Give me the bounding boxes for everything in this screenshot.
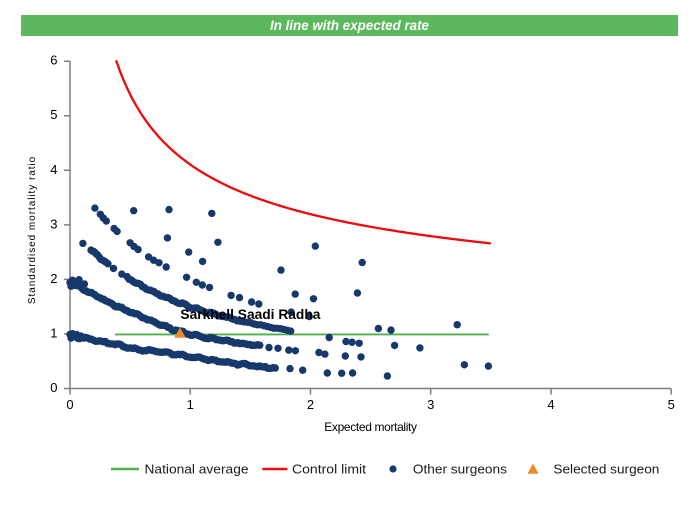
svg-text:Expected mortality: Expected mortality	[324, 420, 417, 434]
svg-text:3: 3	[427, 397, 434, 412]
svg-text:National average: National average	[145, 462, 249, 477]
svg-text:6: 6	[50, 53, 57, 68]
svg-text:1: 1	[187, 397, 194, 412]
svg-text:Sarkhell Saadi Radha: Sarkhell Saadi Radha	[180, 306, 320, 322]
svg-text:Control limit: Control limit	[292, 462, 366, 477]
svg-text:0: 0	[50, 380, 57, 395]
svg-text:2: 2	[307, 397, 314, 412]
svg-text:5: 5	[668, 397, 675, 412]
svg-text:1: 1	[50, 325, 57, 340]
svg-text:Standardised mortality ratio: Standardised mortality ratio	[27, 156, 38, 304]
svg-text:4: 4	[547, 397, 554, 412]
svg-text:2: 2	[50, 271, 57, 286]
svg-text:5: 5	[50, 107, 57, 122]
svg-text:In line with expected rate: In line with expected rate	[270, 18, 429, 33]
svg-text:Other surgeons: Other surgeons	[413, 462, 508, 477]
svg-text:4: 4	[50, 162, 57, 177]
svg-text:Selected surgeon: Selected surgeon	[553, 462, 659, 477]
svg-text:0: 0	[66, 397, 73, 412]
svg-text:3: 3	[50, 216, 57, 231]
